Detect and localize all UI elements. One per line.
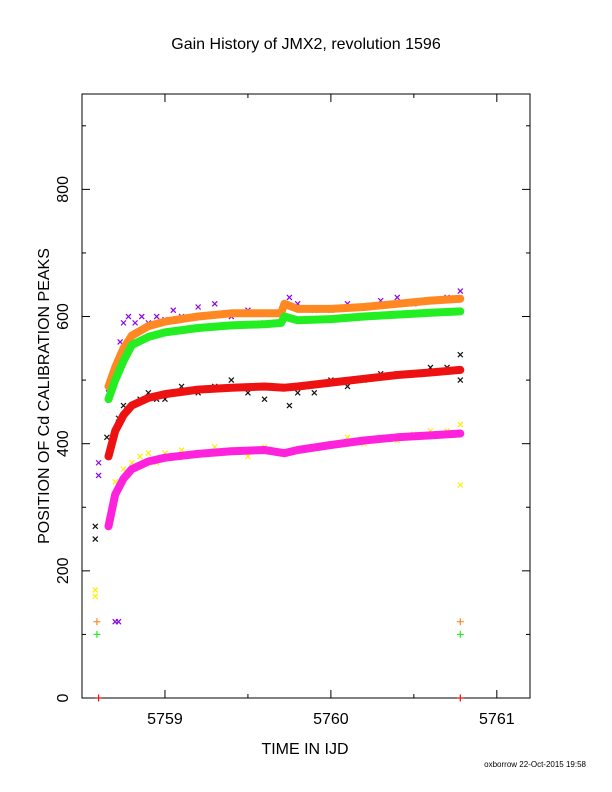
data-point: [115, 618, 122, 625]
series-band: [104, 307, 465, 404]
data-point: [294, 389, 301, 396]
data-point: [153, 313, 160, 320]
data-point: [457, 482, 464, 488]
data-point: [92, 586, 99, 593]
data-point: [137, 453, 143, 460]
data-point: [286, 402, 293, 409]
data-point: [457, 288, 464, 295]
data-point: [95, 472, 102, 479]
data-point: [120, 319, 127, 326]
x-tick-label: 5760: [313, 711, 349, 728]
y-axis-label: POSITION OF Cd CALIBRATION PEAKS: [36, 248, 53, 544]
series-6: [104, 429, 465, 531]
data-point: [394, 294, 401, 301]
data-point: [245, 453, 251, 460]
series-band: [104, 429, 465, 531]
series-band: [104, 365, 465, 461]
data-point: [457, 377, 464, 384]
data-point: [195, 304, 202, 310]
y-tick-label: 0: [55, 693, 72, 702]
footer-credit: oxborrow 22-Oct-2015 19:58: [484, 760, 586, 769]
series-3: [104, 294, 465, 391]
series-1: [92, 351, 464, 542]
series-8: [93, 630, 464, 638]
y-tick-label: 600: [55, 303, 72, 330]
plot-frame: [81, 93, 531, 699]
data-point: [93, 630, 101, 638]
x-axis-label: TIME IN IJD: [261, 741, 348, 758]
data-point: [286, 294, 293, 301]
data-point: [456, 618, 464, 626]
series-band: [104, 294, 465, 391]
data-point: [170, 307, 177, 314]
series-5: [104, 365, 465, 461]
data-point: [457, 421, 464, 428]
data-point: [211, 300, 218, 307]
data-point: [92, 536, 99, 542]
data-point: [95, 459, 102, 466]
data-point: [311, 389, 318, 396]
data-point: [95, 694, 103, 702]
data-point: [456, 694, 464, 702]
data-point: [457, 351, 464, 358]
y-tick-label: 400: [55, 430, 72, 457]
data-point: [103, 434, 110, 441]
y-tick-label: 200: [55, 557, 72, 584]
data-point: [138, 313, 145, 320]
x-tick-label: 5761: [479, 711, 515, 728]
data-point: [125, 313, 132, 320]
series-4: [104, 307, 465, 404]
data-point: [228, 377, 235, 384]
series-9: [95, 694, 464, 702]
chart-title: Gain History of JMX2, revolution 1596: [171, 36, 441, 53]
data-point: [145, 450, 152, 457]
y-tick-label: 800: [55, 176, 72, 203]
data-point: [456, 630, 464, 638]
x-tick-label: 5759: [147, 711, 183, 728]
data-point: [261, 396, 268, 403]
data-point: [92, 523, 99, 530]
series-7: [93, 618, 464, 626]
data-point: [92, 593, 99, 600]
data-point: [132, 319, 139, 326]
data-point: [93, 618, 101, 626]
